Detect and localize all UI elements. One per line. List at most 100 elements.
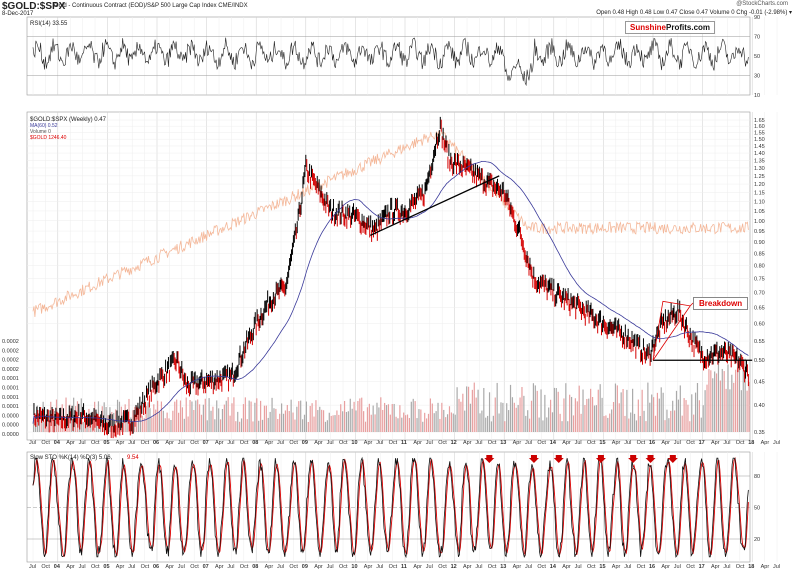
volume-bar	[139, 405, 142, 432]
volume-bar	[258, 420, 260, 432]
x-tick-label: Oct	[637, 440, 646, 446]
y-tick-label: 1.50	[754, 137, 765, 143]
volume-bar	[582, 389, 584, 432]
volume-bar	[347, 411, 349, 432]
volume-bar	[155, 409, 157, 432]
x-tick-label: Jul	[475, 440, 482, 446]
x-tick-label: 16	[649, 564, 655, 570]
volume-bar	[448, 406, 451, 432]
ohlc-readout: Open 0.48 High 0.48 Low 0.47 Close 0.47 …	[596, 10, 792, 16]
volume-bar	[443, 409, 445, 432]
volume-bar	[157, 400, 159, 432]
x-tick-label: Oct	[537, 564, 546, 570]
volume-bar	[595, 405, 597, 432]
volume-bar	[216, 400, 218, 432]
rsi-tick-label: 70	[754, 35, 760, 41]
volume-bar	[689, 421, 691, 432]
volume-bar	[250, 401, 252, 432]
rsi-line	[32, 37, 749, 87]
volume-bar	[195, 400, 197, 432]
x-tick-label: 09	[302, 564, 308, 570]
volume-bar	[412, 398, 414, 432]
volume-bar	[654, 415, 657, 432]
y-tick-label: 0.75	[754, 277, 765, 283]
x-tick-label: Jul	[525, 440, 532, 446]
volume-bar	[431, 403, 433, 432]
y-tick-label: 1.45	[754, 144, 765, 150]
volume-bar	[225, 400, 227, 432]
volume-bar	[286, 404, 288, 432]
volume-bar	[588, 398, 590, 432]
volume-bar	[744, 358, 746, 432]
volume-bar	[544, 394, 546, 432]
x-tick-label: Apr	[116, 440, 125, 446]
volume-bar	[653, 397, 655, 432]
volume-bar	[359, 398, 361, 432]
volume-bar	[294, 419, 296, 432]
volume-bar	[172, 410, 174, 432]
x-tick-label: 15	[599, 564, 605, 570]
volume-bar	[712, 378, 714, 432]
volume-bar	[391, 404, 393, 432]
volume-tick-label: 0.0000	[2, 423, 19, 429]
volume-bar	[292, 412, 294, 432]
volume-bar	[313, 416, 315, 432]
volume-bar	[569, 394, 571, 432]
volume-bar	[244, 397, 246, 432]
x-tick-label: Jul	[525, 564, 532, 570]
volume-bar	[492, 415, 494, 432]
volume-bar	[620, 392, 622, 432]
volume-bar	[729, 389, 731, 432]
x-tick-label: Jul	[29, 564, 36, 570]
x-tick-label: Jul	[426, 564, 433, 570]
volume-bar	[496, 382, 498, 432]
volume-bar	[364, 421, 367, 432]
volume-tick-label: 0.0002	[2, 348, 19, 354]
volume-bar	[656, 392, 659, 432]
volume-bar	[487, 415, 489, 432]
volume-bar	[593, 405, 596, 432]
x-tick-label: Apr	[761, 564, 770, 570]
rsi-tick-label: 90	[754, 15, 760, 21]
volume-bar	[633, 413, 636, 432]
volume-bar	[508, 410, 510, 432]
volume-bar	[237, 411, 239, 432]
volume-bar	[382, 409, 384, 432]
volume-bar	[517, 404, 519, 432]
x-tick-label: Apr	[413, 440, 422, 446]
x-tick-label: Apr	[562, 440, 571, 446]
volume-bar	[731, 374, 733, 432]
volume-bar	[635, 420, 638, 432]
volume-bar	[233, 397, 235, 432]
volume-bar	[218, 408, 220, 432]
x-tick-label: 11	[401, 564, 407, 570]
x-tick-label: Oct	[686, 440, 695, 446]
volume-bar	[239, 421, 241, 432]
volume-bar	[177, 412, 180, 432]
volume-bar	[616, 385, 618, 432]
x-tick-label: Jul	[128, 564, 135, 570]
volume-bar	[532, 383, 535, 432]
volume-bar	[128, 398, 130, 432]
volume-bar	[668, 418, 670, 432]
volume-bar	[357, 401, 359, 432]
volume-bar	[548, 407, 550, 432]
volume-bar	[427, 413, 430, 432]
volume-bar	[565, 383, 567, 432]
volume-bar	[660, 387, 662, 432]
volume-bar	[530, 400, 533, 432]
y-tick-label: 0.35	[754, 430, 765, 436]
volume-bar	[462, 393, 464, 432]
x-tick-label: Oct	[141, 440, 150, 446]
volume-bar	[645, 421, 647, 432]
volume-bar	[706, 384, 708, 432]
volume-bar	[319, 406, 321, 432]
x-tick-label: Apr	[116, 564, 125, 570]
volume-bar	[414, 401, 416, 432]
y-tick-label: 1.35	[754, 158, 765, 164]
volume-bar	[574, 398, 576, 432]
x-tick-label: Apr	[66, 440, 75, 446]
x-tick-label: Oct	[141, 564, 150, 570]
x-tick-label: Oct	[339, 564, 348, 570]
volume-bar	[685, 400, 687, 432]
